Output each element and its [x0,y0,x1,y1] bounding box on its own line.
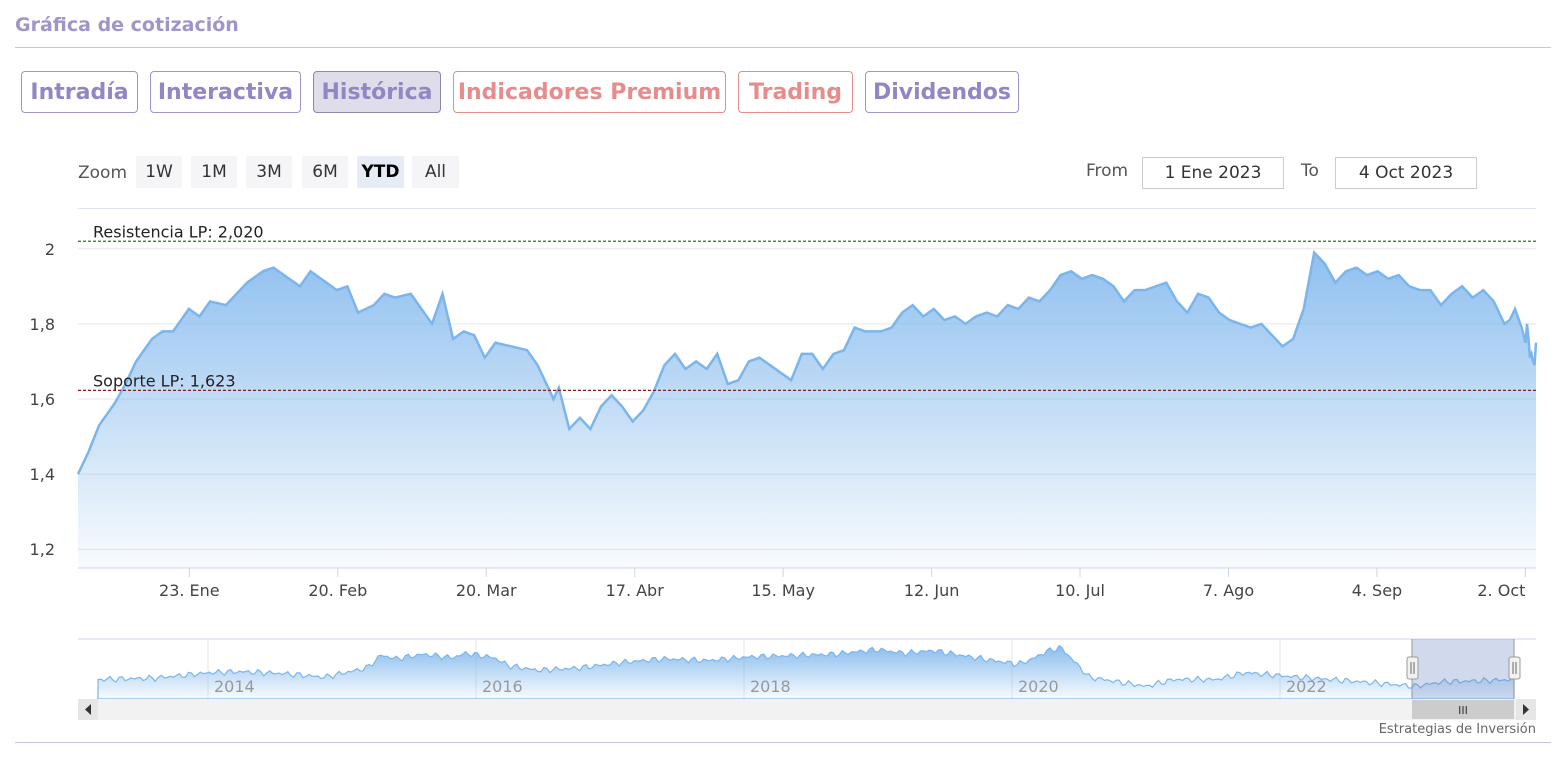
y-tick-label: 1,6 [30,390,55,409]
x-tick-label: 4. Sep [1352,581,1403,600]
y-tick-label: 1,8 [30,315,55,334]
from-label: From [1086,161,1129,181]
tab-intradia[interactable]: Intradía [21,71,138,113]
tab-interactiva[interactable]: Interactiva [150,71,301,113]
zoom-1w-button[interactable]: 1W [136,156,182,188]
zoom-3m-button[interactable]: 3M [246,156,292,188]
scrollbar-grip-icon: III [1458,704,1468,717]
navigator-tick-label: 2014 [214,677,255,696]
zoom-all-button[interactable]: All [412,156,459,188]
x-tick-label: 12. Jun [904,581,960,600]
y-tick-label: 1,4 [30,465,55,484]
navigator-tick-label: 2018 [750,677,791,696]
plot-line-label: Resistencia LP: 2,020 [93,222,264,241]
navigator-series-area [97,644,1515,700]
zoom-ytd-button[interactable]: YTD [357,156,404,188]
x-tick-label: 20. Feb [308,581,367,600]
bottom-divider [15,742,1551,743]
navigator-ticks: 2014 2016 2018 2020 2022 [214,677,1327,696]
chart-credit[interactable]: Estrategias de Inversión [1378,722,1536,737]
x-tick-label: 23. Ene [159,581,220,600]
navigator[interactable]: 2014 2016 2018 2020 2022 [78,638,1536,700]
title-divider [15,47,1551,48]
scrollbar[interactable]: III [78,699,1536,720]
tab-historica[interactable]: Histórica [313,71,441,113]
to-label: To [1301,161,1319,181]
navigator-tick-label: 2016 [482,677,523,696]
zoom-label: Zoom [78,163,128,183]
arrow-left-icon [85,704,91,715]
x-axis-ticks: 23. Ene 20. Feb 20. Mar 17. Abr 15. May 12. J… [159,568,1526,600]
navigator-left-handle[interactable] [1406,656,1419,680]
x-tick-label: 7. Ago [1203,581,1254,600]
zoom-6m-button[interactable]: 6M [302,156,348,188]
navigator-selected-range[interactable] [1412,639,1514,699]
navigator-tick-label: 2022 [1286,677,1327,696]
price-line [76,249,1538,475]
y-axis-ticks: 1,2 1,4 1,6 1,8 2 [30,240,55,559]
from-date-input[interactable]: 1 Ene 2023 [1142,157,1284,189]
chart-top-divider [78,208,1536,209]
to-date-input[interactable]: 4 Oct 2023 [1335,157,1477,189]
navigator-right-handle[interactable] [1508,656,1521,680]
zoom-1m-button[interactable]: 1M [191,156,237,188]
navigator-tick-label: 2020 [1018,677,1059,696]
tab-indicadores-premium[interactable]: Indicadores Premium [453,71,726,113]
x-tick-label: 15. May [751,581,815,600]
tab-dividendos[interactable]: Dividendos [865,71,1019,113]
y-tick-label: 1,2 [30,540,55,559]
x-tick-label: 10. Jul [1055,581,1105,600]
x-tick-label: 2. Oct [1477,581,1525,600]
x-tick-label: 20. Mar [456,581,517,600]
y-tick-label: 2 [45,240,55,259]
tab-trading[interactable]: Trading [738,71,853,113]
plot-line-label: Soporte LP: 1,623 [93,371,236,390]
scrollbar-track[interactable] [78,699,1536,720]
arrow-right-icon [1523,704,1529,715]
x-tick-label: 17. Abr [606,581,665,600]
scrollbar-thumb[interactable] [1412,700,1514,719]
price-area [78,252,1536,568]
plot-lines: Resistencia LP: 2,020 Soporte LP: 1,623 [78,222,1536,392]
page-title: Gráfica de cotización [15,14,239,36]
